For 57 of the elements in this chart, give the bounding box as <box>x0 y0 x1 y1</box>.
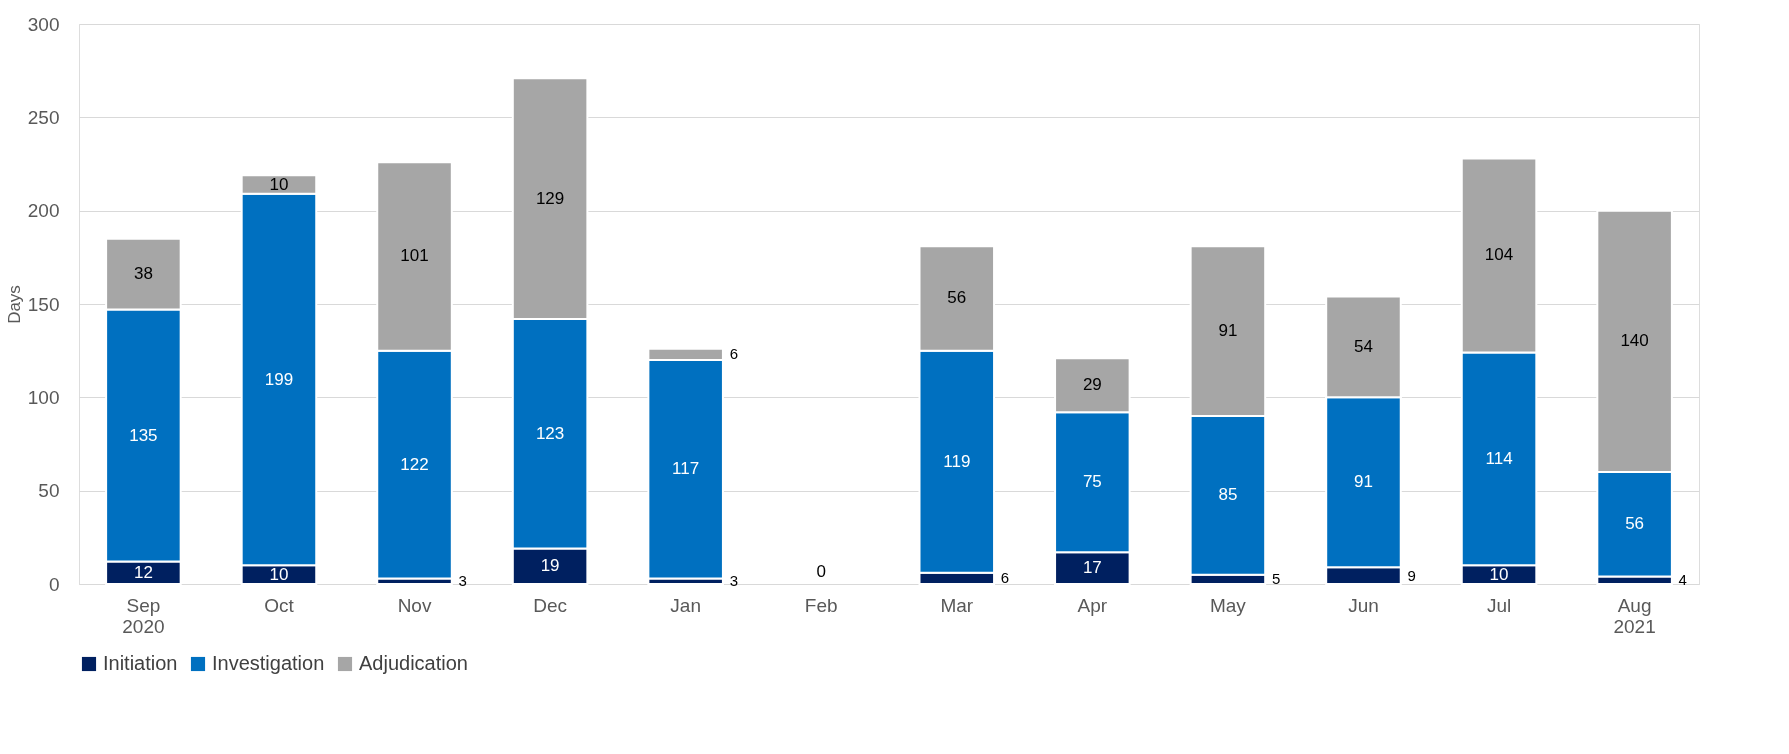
data-label: 0 <box>816 562 826 581</box>
data-label: 10 <box>1489 564 1509 584</box>
y-tick-label: 0 <box>48 573 60 595</box>
x-tick-label: Feb <box>804 594 838 616</box>
y-tick-label: 250 <box>27 106 60 128</box>
x-tick-label: Jul <box>1486 594 1512 616</box>
x-tick-label: Mar <box>940 594 974 616</box>
legend-label: Investigation <box>212 652 325 674</box>
data-label: 122 <box>400 454 429 474</box>
legend-label: Adjudication <box>359 652 468 674</box>
data-label: 4 <box>1678 571 1687 589</box>
x-tick-label: May <box>1209 594 1247 616</box>
data-label: 91 <box>1354 472 1373 492</box>
data-label: 29 <box>1082 375 1102 395</box>
data-label: 12 <box>133 562 153 582</box>
data-label: 3 <box>729 572 738 590</box>
data-label: 54 <box>1354 336 1373 356</box>
data-label: 56 <box>947 288 967 308</box>
x-tick-label: Dec <box>533 594 567 616</box>
data-label: 10 <box>269 174 289 194</box>
x-tick-label: Jun <box>1348 594 1379 616</box>
data-label: 91 <box>1218 321 1238 341</box>
data-label: 56 <box>1625 514 1645 534</box>
y-axis-title: Days <box>4 285 24 324</box>
x-tick-label: Aug 2021 <box>1613 594 1656 637</box>
x-tick-label: Nov <box>397 594 432 616</box>
data-label: 104 <box>1484 245 1514 265</box>
data-label: 129 <box>535 188 565 208</box>
data-label: 5 <box>1271 570 1281 588</box>
y-tick-label: 150 <box>27 293 60 315</box>
y-tick-label: 50 <box>38 480 60 502</box>
data-label: 119 <box>943 451 971 471</box>
legend-label: Initiation <box>103 652 178 674</box>
data-label: 38 <box>133 264 153 284</box>
data-label: 6 <box>1000 569 1010 587</box>
y-tick-label: 100 <box>27 386 60 408</box>
data-label: 123 <box>535 423 565 443</box>
data-label: 117 <box>672 459 700 479</box>
data-label: 9 <box>1407 566 1416 584</box>
y-tick-label: 300 <box>27 13 60 35</box>
data-label: 10 <box>269 564 289 584</box>
x-tick-label: Jan <box>670 594 701 616</box>
data-label: 6 <box>729 345 738 363</box>
data-label: 85 <box>1218 485 1238 505</box>
data-label: 199 <box>264 369 294 389</box>
data-label: 135 <box>129 425 158 445</box>
data-label: 75 <box>1082 472 1102 492</box>
x-tick-label: Apr <box>1077 594 1108 616</box>
data-label: 3 <box>458 572 467 590</box>
data-label: 101 <box>400 246 429 266</box>
data-label: 17 <box>1082 558 1102 578</box>
data-label: 140 <box>1620 331 1649 351</box>
data-label: 114 <box>1485 448 1513 468</box>
data-label: 19 <box>540 556 560 576</box>
x-tick-label: Sep 2020 <box>122 594 165 637</box>
y-tick-label: 200 <box>27 200 60 222</box>
x-tick-label: Oct <box>264 594 295 616</box>
